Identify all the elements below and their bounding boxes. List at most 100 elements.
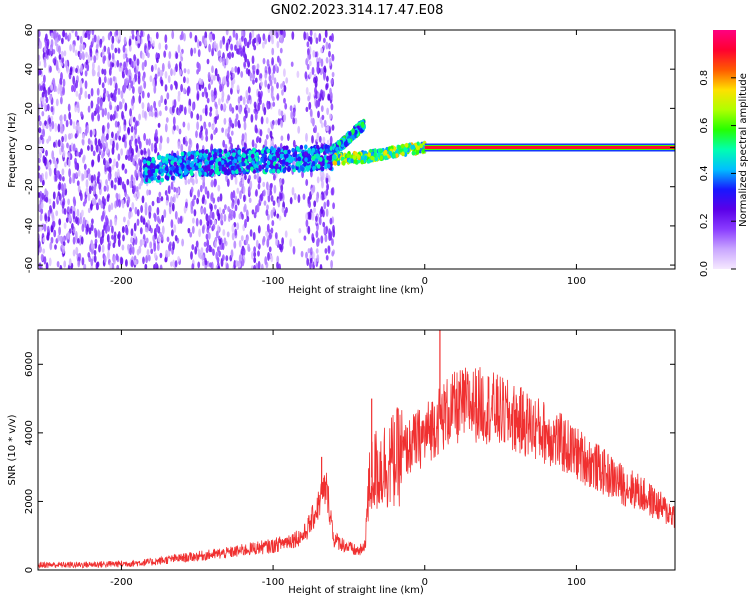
noise-speckle bbox=[74, 30, 78, 38]
noise-speckle bbox=[246, 58, 250, 65]
noise-speckle bbox=[243, 121, 247, 131]
noise-speckle bbox=[110, 179, 114, 189]
signal-speckle bbox=[384, 155, 388, 161]
noise-speckle bbox=[270, 227, 274, 234]
noise-speckle bbox=[46, 48, 50, 56]
noise-speckle bbox=[107, 242, 111, 251]
noise-speckle bbox=[123, 61, 126, 71]
noise-speckle bbox=[54, 244, 57, 250]
signal-speckle bbox=[213, 148, 217, 154]
signal-speckle bbox=[183, 170, 188, 176]
noise-speckle bbox=[225, 56, 229, 66]
noise-speckle bbox=[197, 189, 201, 198]
noise-speckle bbox=[330, 103, 334, 111]
noise-speckle bbox=[124, 102, 128, 112]
noise-speckle bbox=[52, 200, 56, 210]
noise-speckle bbox=[158, 191, 162, 198]
noise-speckle bbox=[93, 249, 97, 256]
noise-speckle bbox=[326, 183, 329, 191]
noise-speckle bbox=[63, 113, 67, 122]
noise-speckle bbox=[235, 32, 239, 41]
noise-speckle bbox=[246, 215, 250, 223]
noise-speckle bbox=[48, 117, 52, 124]
noise-speckle bbox=[292, 245, 296, 255]
noise-speckle bbox=[45, 262, 49, 269]
noise-speckle bbox=[208, 43, 212, 53]
noise-speckle bbox=[89, 48, 93, 58]
signal-speckle bbox=[147, 178, 152, 184]
noise-speckle bbox=[109, 138, 113, 146]
noise-speckle bbox=[121, 98, 125, 104]
noise-speckle bbox=[79, 86, 83, 96]
noise-speckle bbox=[187, 178, 191, 185]
noise-speckle bbox=[43, 223, 47, 232]
noise-speckle bbox=[114, 218, 117, 226]
signal-speckle bbox=[218, 148, 223, 154]
signal-speckle bbox=[327, 163, 331, 169]
noise-speckle bbox=[153, 85, 157, 94]
noise-speckle bbox=[313, 200, 317, 208]
noise-speckle bbox=[143, 147, 147, 156]
noise-speckle bbox=[130, 98, 134, 107]
noise-speckle bbox=[50, 106, 54, 113]
signal-speckle bbox=[164, 166, 169, 172]
noise-speckle bbox=[67, 103, 71, 112]
noise-speckle bbox=[223, 237, 227, 245]
signal-speckle bbox=[260, 149, 265, 155]
noise-speckle bbox=[145, 237, 149, 244]
noise-speckle bbox=[194, 246, 198, 255]
noise-speckle bbox=[138, 245, 142, 254]
noise-speckle bbox=[82, 201, 86, 207]
noise-speckle bbox=[133, 59, 137, 69]
noise-speckle bbox=[80, 148, 83, 155]
noise-speckle bbox=[69, 208, 73, 214]
noise-speckle bbox=[98, 182, 102, 190]
noise-speckle bbox=[125, 67, 128, 76]
noise-speckle bbox=[39, 245, 42, 253]
noise-speckle bbox=[187, 122, 191, 131]
signal-speckle bbox=[230, 165, 234, 171]
noise-speckle bbox=[251, 209, 255, 215]
signal-speckle bbox=[374, 156, 379, 162]
noise-speckle bbox=[253, 246, 256, 254]
noise-speckle bbox=[147, 52, 150, 59]
noise-speckle bbox=[209, 246, 213, 253]
noise-speckle bbox=[134, 138, 138, 144]
signal-speckle bbox=[307, 149, 312, 154]
noise-speckle bbox=[201, 254, 205, 261]
noise-speckle bbox=[68, 168, 71, 178]
noise-speckle bbox=[224, 204, 227, 210]
signal-speckle bbox=[325, 148, 329, 154]
noise-speckle bbox=[69, 67, 73, 76]
noise-speckle bbox=[53, 141, 56, 148]
noise-speckle bbox=[154, 146, 158, 154]
noise-speckle bbox=[137, 42, 141, 49]
noise-speckle bbox=[196, 39, 200, 49]
noise-speckle bbox=[54, 160, 58, 169]
signal-speckle bbox=[320, 166, 325, 172]
noise-speckle bbox=[137, 149, 141, 158]
noise-speckle bbox=[280, 183, 284, 193]
noise-speckle bbox=[262, 57, 266, 65]
noise-speckle bbox=[217, 196, 220, 203]
noise-speckle bbox=[71, 223, 74, 230]
noise-speckle bbox=[41, 192, 45, 201]
snr-trace bbox=[38, 367, 675, 570]
noise-speckle bbox=[87, 252, 91, 258]
noise-speckle bbox=[39, 213, 43, 222]
noise-speckle bbox=[240, 235, 244, 242]
noise-speckle bbox=[310, 118, 314, 124]
noise-speckle bbox=[128, 75, 132, 84]
noise-speckle bbox=[206, 238, 210, 249]
noise-speckle bbox=[253, 174, 257, 180]
noise-speckle bbox=[141, 109, 145, 119]
signal-speckle bbox=[226, 170, 231, 176]
noise-speckle bbox=[88, 173, 92, 181]
noise-speckle bbox=[150, 64, 154, 73]
noise-speckle bbox=[171, 30, 175, 40]
noise-speckle bbox=[171, 229, 174, 237]
noise-speckle bbox=[198, 131, 202, 139]
noise-speckle bbox=[332, 229, 336, 238]
noise-speckle bbox=[38, 54, 41, 61]
noise-speckle bbox=[210, 179, 214, 188]
